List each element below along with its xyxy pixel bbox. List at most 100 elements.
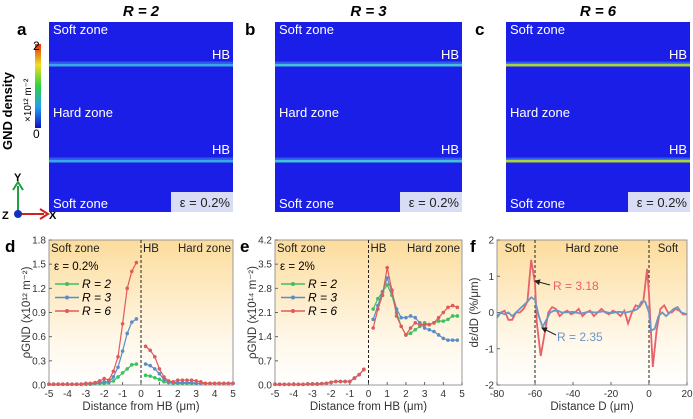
map-title: R = 3 [350, 3, 387, 20]
data-point [125, 367, 129, 371]
svg-text:Y: Y [14, 172, 22, 184]
hb-line [49, 63, 233, 67]
y-axis-label: ρGND (x10¹² m⁻²) [21, 266, 33, 358]
panel-label: b [245, 20, 255, 39]
data-point [93, 380, 97, 385]
data-point [450, 303, 455, 308]
hb-halo [506, 61, 690, 63]
x-tick-label: -1 [118, 389, 127, 400]
svg-text:X: X [49, 210, 57, 222]
data-point [436, 333, 441, 337]
legend-marker [291, 282, 295, 286]
colorbar-min: 0 [33, 127, 40, 141]
colorbar-unit: ×10¹² m⁻² [23, 78, 34, 122]
data-point [455, 305, 460, 310]
data-point [376, 296, 380, 301]
x-tick-label: 4 [441, 389, 447, 400]
data-point [310, 382, 315, 386]
x-tick-label: 20 [681, 389, 693, 400]
data-point [130, 363, 134, 367]
y-tick-label: 0.9 [32, 308, 46, 319]
data-point [162, 375, 166, 379]
y-tick-label: 0.0 [258, 381, 272, 392]
x-tick-label: -5 [271, 389, 280, 400]
hb-line [275, 63, 462, 67]
data-point [176, 378, 180, 382]
data-point [130, 320, 134, 324]
x-tick-label: 1 [384, 389, 390, 400]
data-point [301, 382, 305, 387]
data-point [111, 379, 116, 383]
data-point [65, 382, 70, 386]
data-point [371, 326, 375, 330]
soft-zone-label: Soft zone [53, 22, 108, 37]
data-point [287, 382, 291, 387]
data-point [51, 382, 56, 386]
data-point [116, 375, 120, 379]
x-tick-label: 2 [175, 389, 181, 400]
data-point [329, 380, 333, 385]
data-point [450, 314, 455, 318]
y-tick-label: 3.5 [258, 260, 272, 271]
data-point [413, 315, 418, 320]
x-tick-label: 2 [403, 389, 409, 400]
data-point [282, 382, 287, 387]
hb-halo [275, 61, 462, 63]
data-point [371, 317, 375, 322]
data-point [413, 321, 418, 325]
data-point [212, 381, 217, 386]
annotation-arrow [541, 327, 557, 336]
data-point [436, 315, 441, 320]
x-tick-label: -80 [490, 389, 505, 400]
data-point [102, 376, 106, 381]
data-point [315, 382, 319, 386]
legend-label: R = 3 [82, 291, 111, 305]
legend-label: R = 3 [308, 291, 337, 305]
x-tick-label: 0 [138, 389, 144, 400]
y-tick-label: 2.8 [258, 284, 272, 295]
soft-zone-label: Soft zone [53, 196, 108, 211]
soft-zone-label: Soft zone [279, 196, 334, 211]
data-point [226, 381, 231, 386]
y-tick-label: 2 [488, 236, 494, 247]
data-point [222, 381, 226, 386]
soft-zone-label: Soft zone [279, 22, 334, 37]
data-point [120, 371, 125, 375]
data-point [422, 326, 427, 330]
data-point [380, 293, 385, 298]
x-tick-label: -4 [63, 389, 72, 400]
y-tick-label: 1.8 [32, 236, 46, 247]
series-annotation: R = 2.35 [557, 330, 603, 344]
series-annotation: R = 3.18 [553, 279, 599, 293]
hb-label: HB [212, 47, 230, 62]
data-point [120, 349, 125, 353]
data-point [343, 379, 347, 384]
data-point [427, 327, 432, 332]
gnd-density-map [49, 22, 233, 212]
hb-label: HB [212, 142, 230, 157]
data-point [134, 317, 139, 321]
hb-line [275, 159, 462, 163]
data-point [143, 362, 148, 366]
data-point [404, 315, 408, 320]
data-point [153, 367, 157, 371]
data-point [171, 379, 175, 384]
data-point [61, 382, 65, 386]
data-point [189, 378, 194, 382]
data-point [385, 283, 390, 287]
x-tick-label: -1 [345, 389, 354, 400]
data-point [116, 355, 120, 359]
panel-label: c [475, 20, 484, 39]
legend-marker [65, 309, 69, 313]
data-point [427, 322, 432, 327]
data-point [319, 381, 324, 386]
annotation-arrow [534, 279, 551, 286]
strain-annotation: ε = 0.2% [54, 261, 98, 273]
data-point [446, 305, 450, 310]
coordinate-axes-icon: Y X Z [2, 172, 57, 222]
hb-line [506, 63, 690, 67]
hard-zone-label: Hard zone [510, 105, 570, 120]
y-tick-label: 2.1 [258, 308, 272, 319]
data-point [446, 338, 450, 342]
y-tick-label: 0.3 [32, 356, 46, 367]
